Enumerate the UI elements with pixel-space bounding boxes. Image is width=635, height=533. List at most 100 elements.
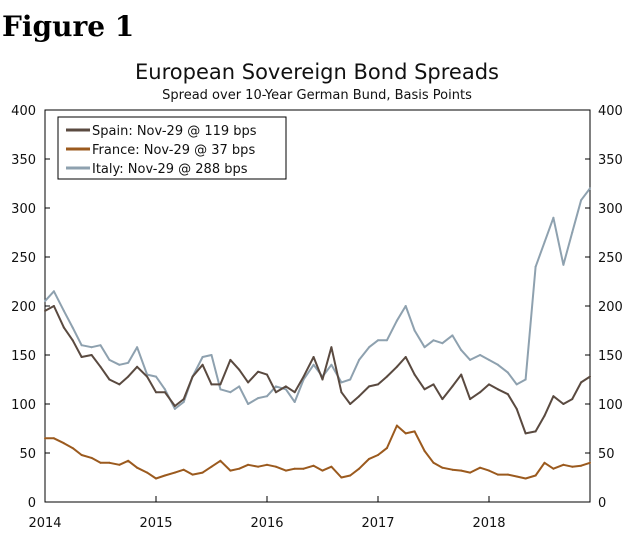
y-tick-label-right: 100 xyxy=(598,398,623,413)
data-point-spain xyxy=(423,388,426,391)
data-point-spain xyxy=(163,391,166,394)
data-point-france xyxy=(52,437,55,440)
y-axis-left: 0 50 100 150 200 250 300 350 400 xyxy=(11,104,50,511)
data-point-italy xyxy=(136,346,139,349)
data-point-france xyxy=(368,457,371,460)
data-point-italy xyxy=(312,363,315,366)
data-point-spain xyxy=(488,383,490,386)
legend-label-italy: Italy: Nov-29 @ 288 bps xyxy=(92,162,248,177)
data-point-france xyxy=(284,469,287,472)
data-point-spain xyxy=(155,391,157,394)
data-point-italy xyxy=(395,319,398,322)
data-point-italy xyxy=(182,401,185,403)
data-point-italy xyxy=(562,263,565,266)
data-point-france xyxy=(358,467,361,470)
y-tick-label-right: 300 xyxy=(598,202,623,217)
data-point-spain xyxy=(312,356,315,358)
data-point-spain xyxy=(413,373,416,376)
legend-label-france: France: Nov-29 @ 37 bps xyxy=(92,143,255,158)
y-tick-label-left: 150 xyxy=(11,349,36,364)
series-italy xyxy=(44,187,591,410)
data-point-france xyxy=(257,465,260,468)
data-point-italy xyxy=(257,397,260,400)
data-point-spain xyxy=(62,326,65,329)
data-point-italy xyxy=(496,363,499,366)
y-tick-label-left: 100 xyxy=(11,398,36,413)
data-point-italy xyxy=(173,407,176,410)
data-point-spain xyxy=(469,398,472,401)
y-tick-label-left: 250 xyxy=(11,251,36,266)
data-point-france xyxy=(146,471,149,474)
data-point-france xyxy=(543,461,546,464)
data-point-spain xyxy=(496,388,499,391)
y-tick-label-right: 150 xyxy=(598,349,623,364)
y-tick-label-right: 200 xyxy=(598,300,623,315)
data-point-italy xyxy=(127,361,130,364)
data-point-france xyxy=(496,473,499,476)
data-point-france xyxy=(385,447,388,450)
data-point-france xyxy=(479,466,482,469)
data-point-france xyxy=(469,471,472,474)
data-point-france xyxy=(108,461,111,464)
data-point-italy xyxy=(201,356,204,358)
data-point-italy xyxy=(432,339,435,342)
x-tick-label: 2015 xyxy=(139,516,172,531)
data-point-italy xyxy=(155,375,157,378)
data-point-spain xyxy=(99,365,102,368)
data-point-spain xyxy=(127,375,130,378)
data-point-italy xyxy=(368,346,371,349)
data-point-france xyxy=(423,450,426,452)
data-point-italy xyxy=(469,358,472,361)
data-point-spain xyxy=(44,309,46,312)
data-point-italy xyxy=(340,381,343,384)
figure-label: Figure 1 xyxy=(2,10,134,43)
data-point-spain xyxy=(219,383,222,386)
data-point-italy xyxy=(44,300,46,303)
data-point-italy xyxy=(229,391,232,394)
data-point-france xyxy=(395,424,398,427)
data-point-spain xyxy=(589,375,591,378)
data-point-italy xyxy=(506,371,509,374)
data-point-spain xyxy=(543,414,546,417)
data-point-italy xyxy=(524,378,527,381)
y-tick-label-left: 300 xyxy=(11,202,36,217)
y-tick-label-left: 350 xyxy=(11,153,36,168)
series-line-france xyxy=(45,424,591,480)
data-point-france xyxy=(71,447,74,450)
data-point-spain xyxy=(395,365,398,368)
data-point-france xyxy=(191,473,194,476)
legend-label-spain: Spain: Nov-29 @ 119 bps xyxy=(92,124,257,139)
data-point-france xyxy=(266,463,268,466)
data-point-france xyxy=(80,454,83,456)
data-point-france xyxy=(404,432,407,435)
data-point-spain xyxy=(404,356,407,358)
data-point-france xyxy=(302,467,305,470)
data-point-italy xyxy=(451,334,454,337)
data-point-spain xyxy=(229,358,232,361)
data-point-spain xyxy=(90,354,93,356)
data-point-italy xyxy=(580,199,583,202)
data-point-france xyxy=(330,465,333,468)
data-point-france xyxy=(127,459,130,462)
data-point-france xyxy=(155,477,157,480)
data-point-france xyxy=(274,465,277,468)
data-point-italy xyxy=(247,403,250,405)
data-point-spain xyxy=(552,395,555,398)
data-point-italy xyxy=(210,354,213,356)
data-point-italy xyxy=(404,305,407,307)
data-point-france xyxy=(571,465,574,468)
data-point-italy xyxy=(99,344,102,347)
data-point-spain xyxy=(173,405,176,407)
data-point-france xyxy=(377,454,379,456)
data-point-france xyxy=(118,463,121,466)
data-point-france xyxy=(173,471,176,474)
data-point-spain xyxy=(441,398,444,401)
data-point-italy xyxy=(80,344,83,347)
data-point-spain xyxy=(349,403,352,405)
y-tick-label-right: 250 xyxy=(598,251,623,266)
data-point-spain xyxy=(340,391,343,394)
data-point-spain xyxy=(182,398,185,401)
data-point-italy xyxy=(589,187,591,190)
data-point-france xyxy=(136,466,139,469)
